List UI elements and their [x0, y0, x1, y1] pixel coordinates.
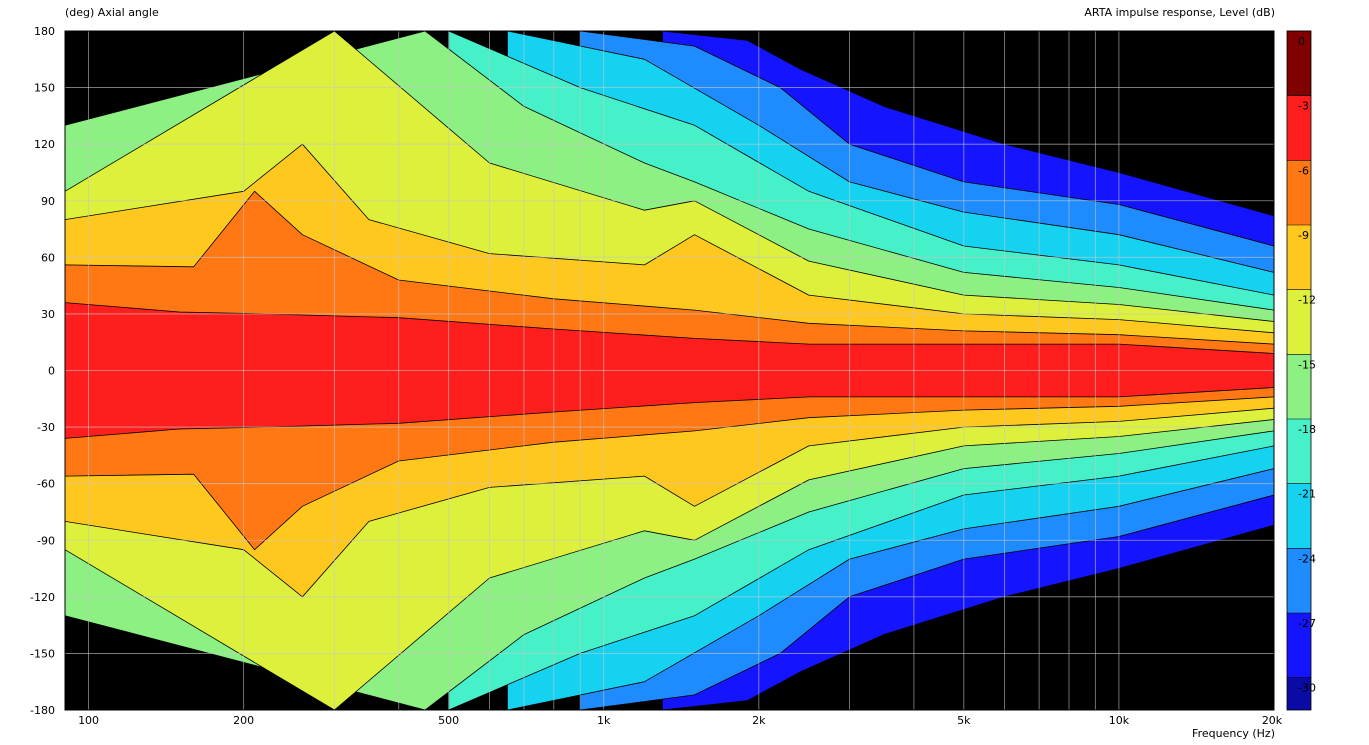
colorbar-swatch — [1287, 225, 1311, 290]
x-tick-label: 2k — [752, 714, 766, 727]
colorbar-label: -24 — [1298, 552, 1316, 565]
y-tick-label: -180 — [30, 704, 55, 717]
x-tick-label: 100 — [78, 714, 99, 727]
x-tick-label: 200 — [233, 714, 254, 727]
colorbar-swatch — [1287, 548, 1311, 613]
y-tick-label: -120 — [30, 591, 55, 604]
colorbar-swatch — [1287, 613, 1311, 678]
colorbar-swatch — [1287, 160, 1311, 225]
y-tick-label: 150 — [34, 82, 55, 95]
y-tick-label: 180 — [34, 25, 55, 38]
colorbar-swatch — [1287, 31, 1311, 96]
y-tick-label: 90 — [41, 195, 55, 208]
y-tick-label: -90 — [37, 534, 55, 547]
grid — [65, 31, 1274, 710]
y-tick-label: 60 — [41, 251, 55, 264]
plot-frame — [64, 30, 1275, 711]
colorbar-label: -15 — [1298, 358, 1316, 371]
colorbar-swatch — [1287, 95, 1311, 161]
x-tick-label: 10k — [1109, 714, 1130, 727]
colorbar-label: -21 — [1298, 488, 1316, 501]
colorbar-swatch — [1287, 289, 1311, 355]
y-axis-label: (deg) Axial angle — [65, 6, 159, 19]
colorbar-swatch — [1287, 354, 1311, 419]
y-tick-label: 30 — [41, 308, 55, 321]
y-tick-label: 0 — [48, 365, 55, 378]
chart-title: ARTA impulse response, Level (dB) — [1084, 6, 1275, 19]
y-tick-label: -30 — [37, 421, 55, 434]
colorbar — [1286, 30, 1312, 711]
y-tick-label: -60 — [37, 478, 55, 491]
colorbar-label: -3 — [1298, 100, 1309, 113]
colorbar-swatch — [1287, 677, 1311, 710]
colorbar-labels: 0 -3 -6 -9 -12 -15 -18 -21 -24 -27 -30 — [1287, 30, 1316, 695]
y-tick-label: -150 — [30, 647, 55, 660]
colorbar-label: -27 — [1298, 617, 1316, 630]
y-tick-labels: 180 150 120 90 60 30 0 -30 -60 -90 -120 -150 -180 — [30, 25, 55, 717]
colorbar-label: -30 — [1298, 682, 1316, 695]
colorbar-label: 0 — [1298, 35, 1305, 48]
x-axis-label: Frequency (Hz) — [1192, 727, 1275, 740]
colorbar-label: -6 — [1298, 164, 1309, 177]
x-tick-label: 5k — [957, 714, 971, 727]
x-tick-label: 20k — [1262, 714, 1283, 727]
y-tick-label: 120 — [34, 138, 55, 151]
colorbar-swatch — [1287, 483, 1311, 549]
x-tick-label: 1k — [597, 714, 611, 727]
colorbar-label: -9 — [1298, 229, 1309, 242]
colorbar-label: -18 — [1298, 423, 1316, 436]
x-tick-label: 500 — [438, 714, 459, 727]
x-tick-labels: 100 200 500 1k 2k 5k 10k 20k — [78, 714, 1283, 727]
colorbar-swatch — [1287, 419, 1311, 484]
colorbar-label: -12 — [1298, 294, 1316, 307]
